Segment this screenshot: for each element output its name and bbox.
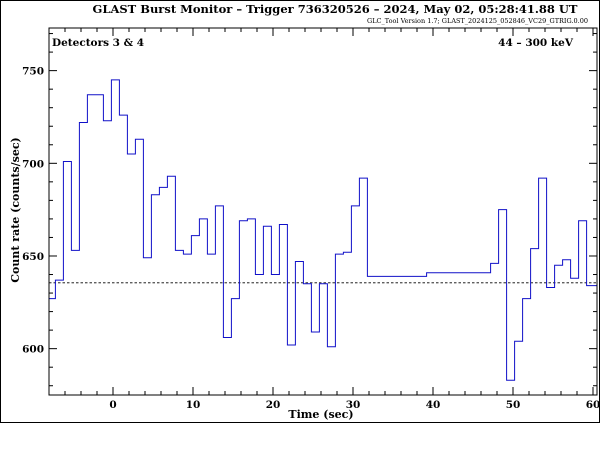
plot-frame [48, 27, 598, 396]
y-axis-label: Count rate (counts/sec) [9, 137, 22, 282]
chart-title: GLAST Burst Monitor – Trigger 736320526 … [93, 2, 578, 16]
x-tick-label: 40 [426, 399, 441, 411]
x-axis-label: Time (sec) [288, 408, 353, 421]
series-layer [49, 79, 598, 381]
x-tick-label: 30 [346, 399, 361, 411]
count-rate-series-line [49, 79, 598, 381]
x-tick-label: 0 [109, 399, 116, 411]
detectors-label: Detectors 3 & 4 [52, 37, 144, 49]
y-tick-label: 750 [22, 66, 44, 78]
x-axis: 0 10 20 30 40 50 60 [48, 28, 600, 411]
outer-frame [0, 0, 600, 423]
energy-range-label: 44 – 300 keV [498, 37, 574, 49]
y-tick-label: 650 [22, 251, 44, 263]
version-text: GLC_Tool Version 1.7; GLAST_2024125_0528… [367, 17, 588, 25]
y-tick-label: 600 [22, 344, 44, 356]
x-tick-label: 50 [506, 399, 521, 411]
x-tick-label: 20 [266, 399, 281, 411]
y-tick-label: 700 [22, 158, 44, 170]
y-axis: 600 650 700 750 [22, 33, 597, 387]
x-tick-label: 10 [186, 399, 201, 411]
x-tick-label: 60 [586, 399, 600, 411]
